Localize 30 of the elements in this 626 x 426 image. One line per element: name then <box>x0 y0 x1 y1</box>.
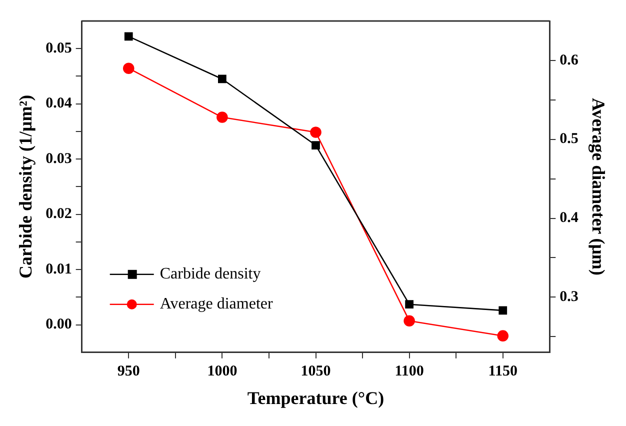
y2-tick-label: 0.4 <box>560 210 579 226</box>
x-tick-label: 1000 <box>207 363 238 380</box>
x-tick-label: 1150 <box>488 363 518 380</box>
legend-label: Carbide density <box>160 266 261 283</box>
point <box>216 112 228 123</box>
point <box>312 141 320 150</box>
y-tick-label: 0.00 <box>46 316 72 333</box>
point <box>497 330 509 342</box>
x-tick-label: 1050 <box>300 363 331 380</box>
x-tick-label: 1100 <box>394 363 424 380</box>
x-axis-title: Temperature (°C) <box>247 388 384 408</box>
point <box>218 74 226 84</box>
y-tick-label: 0.01 <box>46 261 72 278</box>
point <box>405 300 414 309</box>
point <box>122 62 134 74</box>
y2-tick-label: 0.3 <box>560 289 578 306</box>
y-tick-label: 0.04 <box>46 96 72 112</box>
y-axis-title: Carbide density (1/μm²) <box>15 94 36 279</box>
y2-tick-label: 0.5 <box>560 131 578 148</box>
y2-tick-label: 0.6 <box>560 52 579 68</box>
point <box>124 32 133 41</box>
y-tick-label: 0.03 <box>46 150 72 167</box>
legend-label: Average diameter <box>160 296 274 313</box>
point <box>404 315 415 326</box>
point <box>498 306 508 315</box>
y-tick-label: 0.05 <box>46 40 72 56</box>
y-tick-label: 0.02 <box>46 206 72 222</box>
y2-axis-title: Average diameter (μm) <box>588 98 609 276</box>
point <box>310 126 322 138</box>
x-tick-label: 950 <box>117 363 140 380</box>
